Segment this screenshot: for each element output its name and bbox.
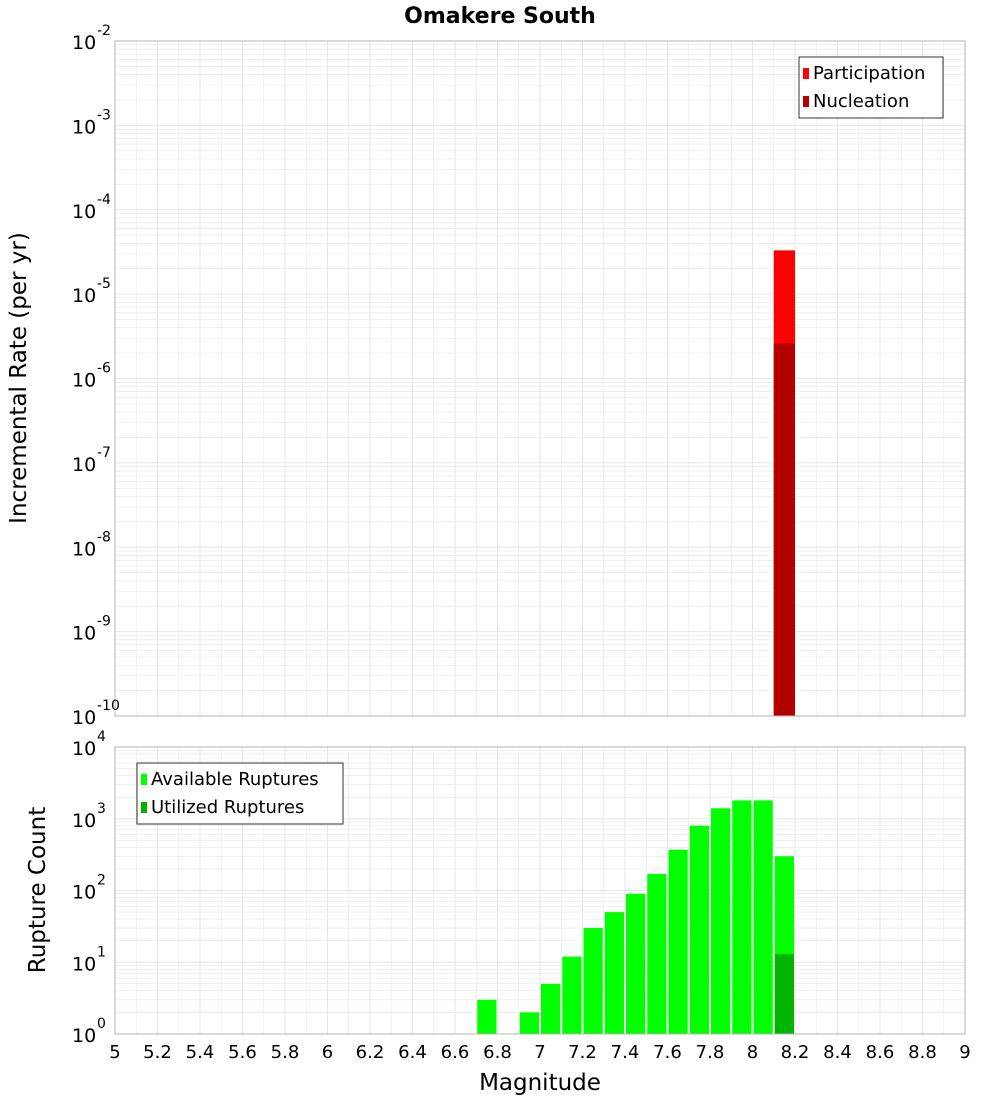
y-tick-label: 10: [72, 738, 96, 760]
y-tick-label: 10: [72, 707, 96, 729]
y-tick-exponent: -9: [97, 614, 111, 630]
y-tick-label: 10: [72, 201, 96, 223]
bar-available: [562, 956, 582, 1034]
y-tick-exponent: -3: [97, 107, 111, 123]
y-tick-label: 10: [72, 116, 96, 138]
y-tick-label: 10: [72, 32, 96, 54]
legend-swatch: [141, 802, 147, 813]
y-tick-exponent: -2: [97, 23, 111, 39]
bottom-legend: Available Ruptures Utilized Ruptures: [136, 762, 344, 825]
x-tick-label: 5.8: [271, 1042, 300, 1063]
y-tick-label: 10: [72, 623, 96, 645]
y-tick-exponent: 4: [97, 729, 106, 745]
bar-available: [732, 800, 752, 1034]
y-tick-exponent: -10: [97, 698, 120, 714]
bar-utilized: [774, 954, 794, 1034]
x-tick-label: 7.8: [696, 1042, 725, 1063]
bar-available: [647, 873, 667, 1034]
legend-swatch: [803, 96, 809, 107]
y-tick-exponent: 2: [97, 873, 106, 889]
bar-available: [626, 893, 646, 1034]
x-tick-label: 5.6: [228, 1042, 257, 1063]
x-tick-label: 8.8: [908, 1042, 937, 1063]
y-tick-label: 10: [72, 810, 96, 832]
y-tick-exponent: 0: [97, 1016, 106, 1032]
legend-box: [798, 56, 944, 119]
top-plot-bars: [773, 250, 795, 717]
x-tick-label: 6: [322, 1042, 333, 1063]
x-tick-label: 6.4: [398, 1042, 427, 1063]
x-tick-label: 5.4: [186, 1042, 215, 1063]
legend-label: Nucleation: [813, 91, 909, 112]
y-tick-label: 10: [72, 370, 96, 392]
chart-title: Omakere South: [404, 4, 596, 29]
x-axis-label: Magnitude: [479, 1070, 601, 1096]
x-tick-label: 6.2: [356, 1042, 385, 1063]
x-tick-label: 8: [747, 1042, 758, 1063]
bar-available: [583, 928, 603, 1034]
legend-swatch: [803, 68, 809, 79]
x-tick-label: 5.2: [143, 1042, 172, 1063]
bar-available: [519, 1012, 539, 1034]
y-tick-exponent: 1: [97, 944, 106, 960]
y-tick-label: 10: [72, 882, 96, 904]
x-tick-label: 7.6: [653, 1042, 682, 1063]
y-tick-exponent: -7: [97, 445, 111, 461]
bar-available: [541, 983, 561, 1034]
y-tick-label: 10: [72, 953, 96, 975]
legend-swatch: [141, 774, 147, 785]
y-tick-label: 10: [72, 285, 96, 307]
top-plot-frame: [114, 40, 966, 717]
y-tick-exponent: -6: [97, 361, 111, 377]
x-tick-label: 8.4: [823, 1042, 852, 1063]
legend-box: [136, 762, 344, 825]
bar-available: [477, 999, 497, 1034]
x-tick-label: 9: [959, 1042, 970, 1063]
top-plot-grid: [114, 41, 966, 717]
bottom-y-axis-label: Rupture Count: [25, 807, 51, 973]
top-legend: Participation Nucleation: [798, 56, 944, 119]
x-ticks: 5 5.2 5.4 5.6 5.8 6 6.2 6.4 6.6 6.8 7 7.2 7.4 7.6 7.8 8…: [109, 1042, 970, 1063]
x-tick-label: 6.6: [441, 1042, 470, 1063]
y-tick-label: 10: [72, 454, 96, 476]
bottom-plot-frame: [114, 746, 966, 1035]
y-tick-exponent: -8: [97, 529, 111, 545]
legend-label: Participation: [813, 63, 925, 84]
legend-label: Utilized Ruptures: [151, 797, 304, 818]
bar-available: [604, 912, 624, 1034]
bar-available: [689, 825, 709, 1034]
y-tick-label: 10: [72, 538, 96, 560]
y-tick-label: 10: [72, 1025, 96, 1047]
x-tick-label: 5: [109, 1042, 120, 1063]
x-tick-label: 7.4: [611, 1042, 640, 1063]
x-tick-label: 7: [534, 1042, 545, 1063]
bottom-plot-bars: [477, 800, 794, 1034]
x-tick-label: 7.2: [568, 1042, 597, 1063]
bar-nucleation: [773, 343, 795, 716]
x-tick-label: 8.6: [866, 1042, 895, 1063]
y-tick-exponent: 3: [97, 801, 106, 817]
top-y-axis-label: Incremental Rate (per yr): [6, 232, 32, 524]
y-tick-exponent: -5: [97, 276, 111, 292]
bar-available: [753, 800, 773, 1034]
x-tick-label: 6.8: [483, 1042, 512, 1063]
bar-available: [711, 808, 731, 1034]
bar-available: [668, 849, 688, 1034]
legend-label: Available Ruptures: [151, 769, 319, 790]
y-tick-exponent: -4: [97, 192, 111, 208]
x-tick-label: 8.2: [781, 1042, 810, 1063]
